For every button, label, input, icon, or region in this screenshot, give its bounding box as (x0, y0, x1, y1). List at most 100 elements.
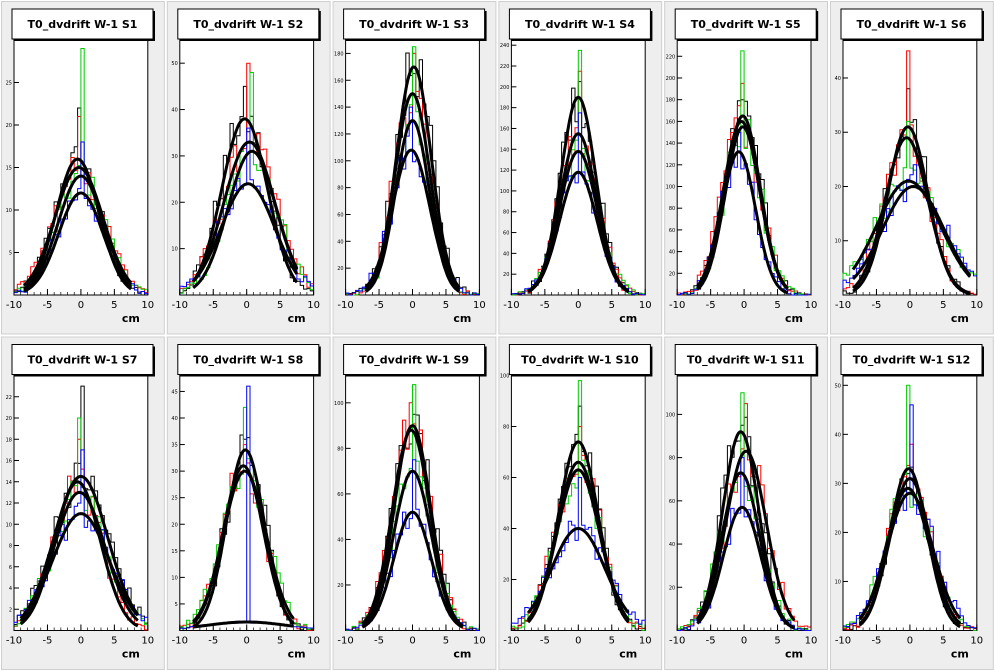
x-tick-label: 10 (473, 636, 486, 647)
x-tick-label: -10 (669, 636, 685, 647)
y-tick-label: 40 (337, 537, 343, 543)
y-tick-label: 15 (6, 166, 12, 172)
y-tick-label: 100 (500, 189, 510, 195)
x-tick-label: 0 (409, 636, 415, 647)
plot-panel-10: -10 -5 0 5 10 20 40 60 80 100 cm T0_dvdrift W-1 S10 (498, 336, 663, 670)
x-axis-label: cm (288, 648, 306, 661)
y-tick-label: 20 (669, 585, 675, 591)
x-tick-label: 0 (244, 636, 250, 647)
y-tick-label: 50 (835, 383, 841, 389)
x-tick-label: 10 (639, 300, 652, 311)
gaussian-fit-curve-4 (696, 150, 789, 295)
x-tick-label: 5 (940, 636, 946, 647)
title-box (840, 344, 983, 375)
plot-panel-1: -10 -5 0 5 10 5 10 15 20 25 cm T0_dvdrift W-1 S1 (1, 1, 165, 335)
plot-title: T0_dvdrift W-1 S8 (193, 354, 303, 367)
plot-title: T0_dvdrift W-1 S1 (28, 18, 138, 31)
y-tick-label: 20 (171, 522, 177, 528)
title-box (508, 344, 651, 375)
title-box (177, 8, 320, 40)
plot-panel-2: -10 -5 0 5 10 10 20 30 40 50 cm T0_dvdrift W-1 S2 (166, 1, 331, 335)
plot-panel-7: -10 -5 0 5 10 2 4 6 8 10 12 14 16 18 20 22 cm T0_dvdrift … (1, 336, 165, 670)
gaussian-fit-curve-4 (19, 512, 139, 620)
y-tick-label: 20 (503, 578, 509, 584)
y-tick-label: 100 (334, 401, 344, 407)
x-tick-label: 10 (970, 636, 983, 647)
plot-title: T0_dvdrift W-1 S9 (359, 354, 469, 367)
y-tick-label: 40 (171, 108, 177, 114)
x-tick-label: -5 (871, 300, 881, 311)
y-tick-label: 240 (500, 43, 510, 49)
plot-panel-4: -10 -5 0 5 10 20 40 60 80 100 120 140 160 180 200 220 24… (498, 1, 663, 335)
y-tick-label: 180 (500, 106, 510, 112)
gaussian-fit-curve-4 (23, 191, 133, 293)
x-tick-label: -5 (208, 300, 218, 311)
x-tick-label: 0 (409, 300, 415, 311)
y-tick-label: 20 (337, 266, 343, 272)
plot-title: T0_dvdrift W-1 S2 (193, 18, 303, 31)
gaussian-fit-curve-4 (361, 510, 464, 629)
y-tick-label: 2 (9, 607, 12, 613)
y-tick-label: 60 (337, 492, 343, 498)
y-tick-label: 30 (835, 481, 841, 487)
y-tick-label: 20 (6, 123, 12, 129)
y-tick-label: 160 (334, 78, 344, 84)
y-tick-label: 40 (337, 239, 343, 245)
x-tick-label: 10 (307, 300, 320, 311)
y-tick-label: 22 (6, 395, 12, 401)
title-box (508, 8, 651, 40)
y-tick-label: 25 (6, 81, 12, 87)
x-tick-label: 10 (141, 636, 154, 647)
y-tick-label: 10 (171, 247, 177, 253)
x-tick-label: -10 (503, 300, 519, 311)
x-tick-label: 10 (805, 300, 818, 311)
y-tick-label: 120 (500, 168, 510, 174)
y-tick-label: 80 (337, 446, 343, 452)
x-tick-label: -5 (42, 636, 52, 647)
gaussian-fit-curve-1 (19, 474, 139, 620)
x-tick-label: 5 (774, 636, 780, 647)
x-tick-label: 10 (970, 300, 983, 311)
y-tick-label: 40 (669, 250, 675, 256)
x-tick-label: -10 (6, 636, 22, 647)
title-box (343, 344, 486, 375)
title-box (674, 8, 817, 40)
x-tick-label: 0 (244, 300, 250, 311)
y-tick-label: 100 (666, 184, 676, 190)
plot-panel-5: -10 -5 0 5 10 20 40 60 80 100 120 140 160 180 200 220 cm… (664, 1, 829, 335)
plot-title: T0_dvdrift W-1 S3 (359, 18, 469, 31)
plot-title: T0_dvdrift W-1 S4 (525, 18, 635, 31)
title-box (11, 344, 154, 375)
x-tick-label: 10 (307, 636, 320, 647)
y-tick-label: 20 (835, 184, 841, 190)
x-tick-label: -10 (6, 300, 22, 311)
y-tick-label: 10 (6, 522, 12, 528)
y-tick-label: 140 (666, 141, 676, 147)
y-tick-label: 100 (334, 159, 344, 165)
y-tick-label: 40 (171, 416, 177, 422)
y-tick-label: 20 (337, 583, 343, 589)
gaussian-fit-curve-4 (851, 185, 972, 281)
x-tick-label: 5 (609, 636, 615, 647)
plot-title: T0_dvdrift W-1 S5 (691, 18, 801, 31)
y-tick-label: 20 (171, 200, 177, 206)
y-tick-label: 50 (171, 61, 177, 67)
x-axis-label: cm (785, 312, 803, 325)
y-tick-label: 60 (503, 476, 509, 482)
y-tick-label: 4 (9, 586, 12, 592)
plot-title: T0_dvdrift W-1 S11 (687, 354, 805, 367)
y-tick-label: 20 (669, 271, 675, 277)
y-tick-label: 60 (669, 228, 675, 234)
y-tick-label: 5 (9, 251, 12, 257)
title-box (11, 8, 154, 40)
plot-title: T0_dvdrift W-1 S12 (853, 354, 971, 367)
x-axis-label: cm (951, 648, 969, 661)
y-tick-label: 30 (171, 154, 177, 160)
y-tick-label: 80 (503, 425, 509, 431)
x-tick-label: 0 (78, 300, 84, 311)
y-tick-label: 180 (334, 51, 344, 57)
x-tick-label: 0 (78, 636, 84, 647)
y-tick-label: 10 (6, 208, 12, 214)
